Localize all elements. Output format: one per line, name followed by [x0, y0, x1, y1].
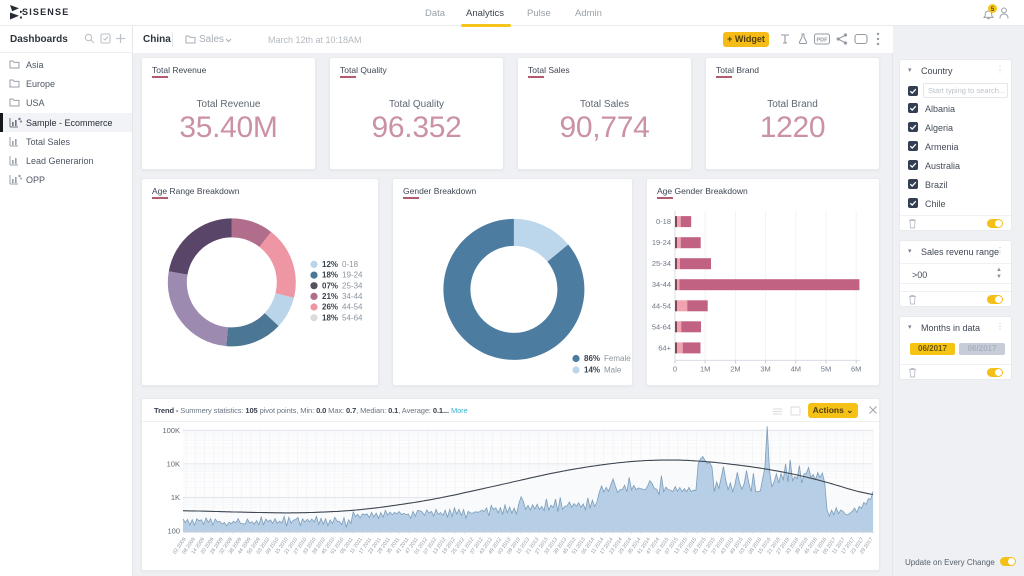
svg-text:100: 100: [167, 527, 180, 536]
svg-text:19-24: 19-24: [342, 271, 363, 280]
svg-text:0: 0: [673, 364, 677, 373]
svg-text:0-18: 0-18: [342, 260, 359, 269]
svg-text:34-44: 34-44: [652, 280, 671, 289]
svg-text:18%: 18%: [322, 271, 338, 280]
svg-text:1M: 1M: [700, 364, 710, 373]
svg-text:Female: Female: [604, 354, 631, 363]
svg-text:44-54: 44-54: [652, 301, 671, 310]
svg-text:19-24: 19-24: [652, 238, 671, 247]
svg-text:54-64: 54-64: [342, 313, 363, 322]
svg-text:5M: 5M: [821, 364, 831, 373]
svg-text:25-34: 25-34: [652, 259, 671, 268]
svg-text:14%: 14%: [584, 366, 600, 375]
svg-text:0-18: 0-18: [656, 217, 671, 226]
svg-text:26%: 26%: [322, 303, 338, 312]
svg-text:10K: 10K: [167, 459, 180, 468]
svg-text:07%: 07%: [322, 281, 338, 290]
svg-text:6M: 6M: [851, 364, 861, 373]
svg-text:4M: 4M: [791, 364, 801, 373]
svg-text:86%: 86%: [584, 354, 600, 363]
svg-text:3M: 3M: [760, 364, 770, 373]
svg-text:25-34: 25-34: [342, 281, 363, 290]
svg-text:5: 5: [991, 7, 995, 13]
svg-text:100K: 100K: [162, 426, 180, 435]
svg-text:34-44: 34-44: [342, 292, 363, 301]
svg-text:54-64: 54-64: [652, 322, 671, 331]
svg-text:64+: 64+: [658, 343, 671, 352]
svg-text:18%: 18%: [322, 313, 338, 322]
svg-text:Male: Male: [604, 366, 622, 375]
svg-text:12%: 12%: [322, 260, 338, 269]
svg-text:2M: 2M: [730, 364, 740, 373]
svg-text:21%: 21%: [322, 292, 338, 301]
svg-text:1K: 1K: [171, 493, 180, 502]
svg-text:44-54: 44-54: [342, 303, 363, 312]
svg-text:PDF: PDF: [817, 38, 829, 44]
